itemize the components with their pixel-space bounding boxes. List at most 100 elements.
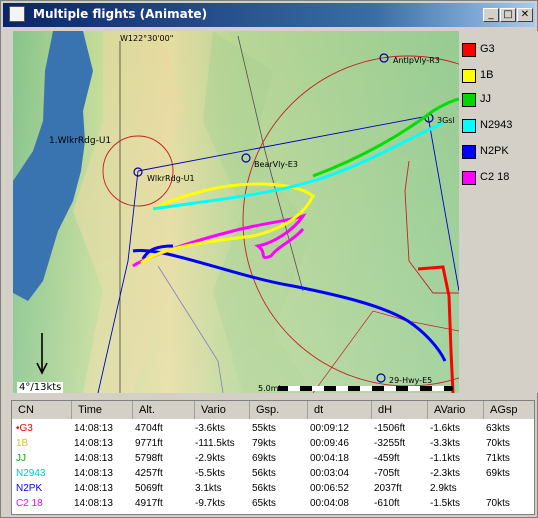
- cell-dh: -459ft: [374, 453, 400, 464]
- cell-vario: 3.1kts: [195, 483, 222, 494]
- airspace-boundary: [404, 160, 459, 294]
- cell-dh: -705ft: [374, 468, 400, 479]
- cell-avario: -1.6kts: [430, 423, 461, 434]
- cell-gsp: 56kts: [252, 468, 276, 479]
- table-row[interactable]: JJ 14:08:13 5798ft -2.9kts 69kts 00:04:18 -459…: [12, 453, 534, 465]
- legend-panel: G3 1B JJ N2943 N2PK C2 18: [460, 31, 538, 393]
- waypoint-marker: AntlpVly-R3: [379, 53, 440, 65]
- airspace-boundary-2: [312, 310, 459, 393]
- title-bar[interactable]: Multiple flights (Animate) _ □ ✕: [3, 3, 535, 27]
- scale-bar-segment: [336, 386, 348, 391]
- cell-alt: 9771ft: [135, 438, 163, 449]
- waypoint-marker: 29-Hwy-E5: [376, 373, 432, 385]
- scale-bar-segment: [288, 386, 300, 391]
- table-row[interactable]: C2 18 14:08:13 4917ft -9.7kts 65kts 00:04:08 -…: [12, 498, 534, 510]
- cell-gsp: 69kts: [252, 453, 276, 464]
- cell-cn: N2943: [16, 468, 46, 479]
- legend-swatch: [462, 145, 476, 159]
- cell-dh: -1506ft: [374, 423, 406, 434]
- cell-vario: -9.7kts: [195, 498, 226, 509]
- legend-swatch: [462, 93, 476, 107]
- column-header-gsp[interactable]: Gsp.: [250, 401, 308, 419]
- scale-text: 5.0mi: [258, 384, 281, 393]
- cell-alt: 5069ft: [135, 483, 163, 494]
- cell-dh: -3255ft: [374, 438, 406, 449]
- flight-track-n2pk-start: [141, 244, 174, 260]
- minimize-button[interactable]: _: [483, 8, 499, 22]
- legend-label: N2PK: [480, 145, 509, 157]
- legend-label: C2 18: [480, 171, 510, 183]
- wind-label: 4°/13kts: [17, 382, 64, 393]
- cell-agsp: 71kts: [486, 453, 510, 464]
- cell-dh: 2037ft: [374, 483, 402, 494]
- meridian-label: W122°30'00": [120, 34, 173, 43]
- waypoint-label: 29-Hwy-E5: [389, 376, 432, 385]
- legend-swatch: [462, 69, 476, 83]
- turnpoint-sector-circle: [102, 135, 174, 207]
- cell-cn: N2PK: [16, 483, 43, 494]
- cell-vario: -3.6kts: [195, 423, 226, 434]
- cell-agsp: 69kts: [486, 468, 510, 479]
- column-header-cn[interactable]: CN: [12, 401, 72, 419]
- road-line: [237, 35, 304, 292]
- cell-time: 14:08:13: [74, 468, 113, 479]
- scale-bar-segment: [432, 386, 444, 391]
- cell-avario: -2.3kts: [430, 468, 461, 479]
- table-row[interactable]: 1B 14:08:13 9771ft -111.5kts 79kts 00:09:46 -3…: [12, 438, 534, 450]
- road-line-2: [157, 265, 224, 393]
- cell-vario: -5.5kts: [195, 468, 226, 479]
- column-header-dt[interactable]: dt: [308, 401, 372, 419]
- column-header-dh[interactable]: dH: [372, 401, 428, 419]
- scale-bar-segment: [408, 386, 420, 391]
- cell-cn: 1B: [16, 438, 29, 449]
- legend-label: JJ: [480, 93, 491, 105]
- cell-alt: 4917ft: [135, 498, 163, 509]
- cell-alt: 5798ft: [135, 453, 163, 464]
- cell-dh: -610ft: [374, 498, 400, 509]
- wind-arrow-icon: [36, 333, 48, 375]
- column-header-avario[interactable]: AVario: [428, 401, 484, 419]
- cell-agsp: 70kts: [486, 438, 510, 449]
- column-header-time[interactable]: Time: [72, 401, 133, 419]
- legend-label: 1B: [480, 69, 494, 81]
- flight-map[interactable]: W122°30'00" 1.WlkrRdg-U1 AntlpVly-R3 Bea…: [13, 31, 459, 393]
- cell-agsp: 63kts: [486, 423, 510, 434]
- close-button[interactable]: ✕: [517, 8, 533, 22]
- lake-shape: [13, 31, 93, 301]
- scale-bar-segment: [312, 386, 324, 391]
- cell-avario: -1.5kts: [430, 498, 461, 509]
- cell-dt: 00:03:04: [310, 468, 349, 479]
- app-icon: [9, 6, 25, 22]
- table-row[interactable]: N2PK 14:08:13 5069ft 3.1kts 56kts 00:06:52 203…: [12, 483, 534, 495]
- maximize-button[interactable]: □: [500, 8, 516, 22]
- flight-track-jj: [312, 97, 459, 178]
- column-header-agsp[interactable]: AGsp: [490, 404, 518, 416]
- table-header: CN Time Alt. Vario Gsp. dt dH AVario AGs…: [12, 401, 534, 419]
- waypoint-marker: WlkrRdg-U1: [133, 167, 195, 183]
- table-row[interactable]: N2943 14:08:13 4257ft -5.5kts 56kts 00:03:04 -…: [12, 468, 534, 480]
- legend-label: G3: [480, 43, 495, 55]
- cell-vario: -111.5kts: [195, 438, 235, 449]
- cell-cn: •G3: [16, 423, 33, 434]
- cell-avario: -1.1kts: [430, 453, 461, 464]
- cell-alt: 4257ft: [135, 468, 163, 479]
- column-header-vario[interactable]: Vario: [195, 401, 250, 419]
- map-canvas: W122°30'00" 1.WlkrRdg-U1 AntlpVly-R3 Bea…: [13, 31, 459, 393]
- cell-agsp: 70kts: [486, 498, 510, 509]
- cell-vario: -2.9kts: [195, 453, 226, 464]
- cell-cn: C2 18: [16, 498, 43, 509]
- cell-alt: 4704ft: [135, 423, 163, 434]
- scale-bar-segment: [360, 386, 372, 391]
- cell-dt: 00:09:12: [310, 423, 349, 434]
- cell-gsp: 56kts: [252, 483, 276, 494]
- waypoint-label: BearVly-E3: [254, 160, 298, 169]
- flight-track-c2-18: [132, 213, 307, 268]
- column-header-alt[interactable]: Alt.: [133, 401, 195, 419]
- cell-cn: JJ: [16, 453, 26, 464]
- cell-time: 14:08:13: [74, 423, 113, 434]
- cell-time: 14:08:13: [74, 453, 113, 464]
- cell-dt: 00:04:08: [310, 498, 349, 509]
- table-row[interactable]: •G3 14:08:13 4704ft -3.6kts 55kts 00:09:12 -15…: [12, 423, 534, 435]
- cell-dt: 00:06:52: [310, 483, 349, 494]
